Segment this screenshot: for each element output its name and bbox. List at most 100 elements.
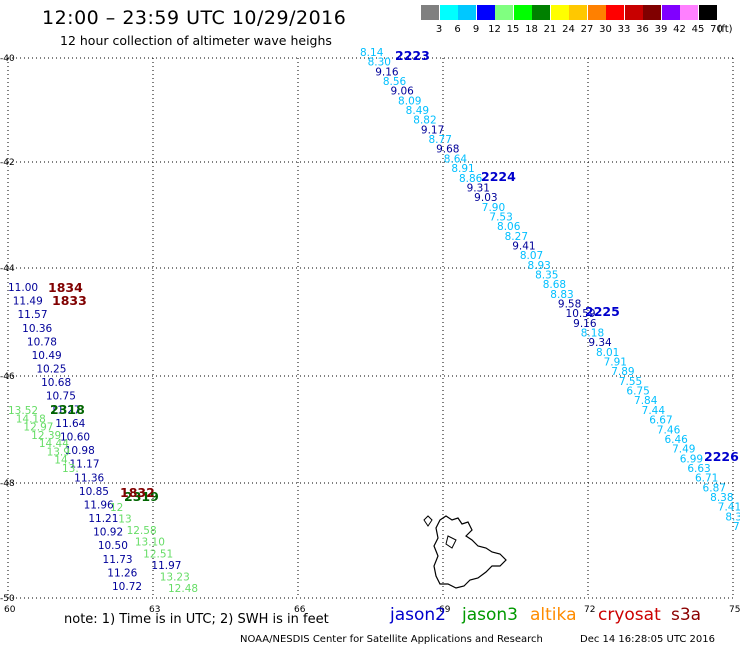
wave-height-label: 11.49 (13, 296, 43, 308)
map-title: 12:00 – 23:59 UTC 10/29/2016 (42, 7, 347, 29)
wave-height-label: 8.18 (581, 328, 604, 340)
wave-height-label: 8.38 (710, 492, 733, 504)
wave-height-label: 14. (54, 455, 71, 467)
wave-height-label: 7.91 (604, 357, 627, 369)
legend-altika: altika (530, 605, 577, 625)
legend-s3a: s3a (671, 605, 702, 625)
color-swatch (550, 5, 569, 20)
color-scale-label: 30 (599, 24, 612, 35)
wave-height-label: 12.39 (31, 430, 61, 442)
latitude-tick-label: -42 (0, 158, 15, 168)
longitude-tick-label: 63 (149, 605, 160, 615)
wave-height-label: 9.31 (467, 182, 490, 194)
color-scale-label: 39 (654, 24, 668, 35)
track-id-label: 1834 (48, 280, 83, 295)
wave-height-label: 8.91 (451, 163, 474, 175)
wave-height-label: 7.55 (619, 376, 642, 388)
track-id-label: 2319 (124, 489, 159, 504)
wave-height-label: 8.09 (398, 95, 421, 107)
wave-height-label: 6.63 (687, 463, 710, 475)
wave-height-label: 10.85 (79, 486, 109, 498)
track-id-label: 2223 (395, 48, 430, 63)
wave-height-label: 8.86 (459, 173, 483, 185)
wave-height-label: 8.30 (368, 57, 391, 69)
wave-height-label: 12.48 (168, 583, 198, 595)
color-scale-label: 70 (710, 24, 723, 35)
wave-height-label: 11.64 (55, 418, 85, 430)
color-swatch (476, 5, 495, 20)
track-id-label: 1833 (52, 293, 87, 308)
wave-height-label: 11.96 (84, 499, 114, 511)
wave-height-label: 11.57 (17, 309, 47, 321)
wave-height-label: 10.98 (65, 445, 95, 457)
wave-height-label: 10.49 (32, 350, 62, 362)
track-id-label: 2226 (704, 449, 739, 464)
wave-height-label: 10.50 (98, 540, 128, 552)
latitude-tick-label: -48 (0, 479, 15, 489)
wave-height-label: 8.06 (497, 221, 521, 233)
wave-height-label: 9.06 (390, 86, 414, 98)
color-swatch (606, 5, 624, 20)
wave-height-label: 7.49 (672, 444, 695, 456)
wave-height-label: 10.36 (22, 323, 52, 335)
wave-height-label: 11.27 (51, 404, 81, 416)
wave-height-label: 11.36 (74, 472, 104, 484)
wave-height-label: 7.53 (489, 211, 512, 223)
wave-height-label: 7.89 (611, 366, 634, 378)
wave-height-label: 7.44 (642, 405, 666, 417)
wave-height-label: 13.52 (8, 405, 38, 417)
legend-jason2: jason2 (390, 605, 446, 625)
color-scale-unit: (ft) (717, 24, 733, 35)
color-scale-label: 33 (617, 24, 631, 35)
wave-height-label: 8.93 (527, 260, 550, 272)
wave-height-label: 6.46 (664, 434, 688, 446)
wave-height-label: 9.16 (375, 66, 399, 78)
legend-cryosat: cryosat (598, 605, 661, 625)
island-outline (433, 515, 507, 589)
wave-height-label: 8.56 (383, 76, 407, 88)
color-swatch (439, 5, 458, 20)
color-swatch (698, 5, 717, 20)
longitude-tick-label: 60 (4, 605, 16, 615)
wave-height-label: 6.71 (695, 473, 718, 485)
color-scale-label: 27 (580, 24, 594, 35)
wave-height-label: 11.17 (69, 459, 99, 471)
track-id-label: 2318 (50, 402, 85, 417)
wave-height-label: 8.77 (429, 134, 452, 146)
wave-height-label: 9.17 (421, 124, 444, 136)
wave-height-label: 13.9 (47, 446, 70, 458)
wave-height-label: 11.97 (151, 560, 181, 572)
units-note: note: 1) Time is in UTC; 2) SWH is in fe… (64, 612, 329, 627)
wave-height-label: 8.83 (550, 289, 573, 301)
wave-height-label: 8.82 (413, 115, 436, 127)
map-subtitle: 12 hour collection of altimeter wave hei… (60, 33, 332, 48)
wave-height-label: 13.10 (135, 537, 165, 549)
color-scale-label: 45 (691, 24, 705, 35)
track-id-label: 2225 (585, 304, 620, 319)
track-id-label: 2224 (481, 169, 516, 184)
color-swatch (661, 5, 680, 20)
wave-height-label: 8.49 (406, 105, 429, 117)
wave-height-label: 8.07 (520, 250, 543, 262)
color-swatch (495, 5, 513, 20)
wave-height-label: 11.26 (107, 567, 137, 579)
wave-height-label: 10.60 (60, 432, 90, 444)
wave-height-label: 13 (118, 514, 131, 526)
longitude-tick-label: 75 (729, 605, 740, 615)
wave-height-label: 9.34 (588, 337, 612, 349)
wave-height-label: 7.90 (482, 202, 505, 214)
latitude-tick-label: -44 (0, 264, 15, 274)
wave-height-label: 7.41 (718, 502, 740, 514)
wave-height-label: 9.58 (558, 299, 581, 311)
color-swatch (513, 5, 532, 20)
color-swatch (532, 5, 550, 20)
wave-height-label: 9.68 (436, 144, 459, 156)
wave-height-label: 8.35 (535, 269, 558, 281)
islet-outline (423, 515, 433, 527)
wave-height-label: 11.73 (103, 554, 133, 566)
wave-height-label: 11.00 (8, 282, 38, 294)
color-scale-label: 36 (636, 24, 649, 35)
longitude-tick-label: 69 (439, 605, 451, 615)
